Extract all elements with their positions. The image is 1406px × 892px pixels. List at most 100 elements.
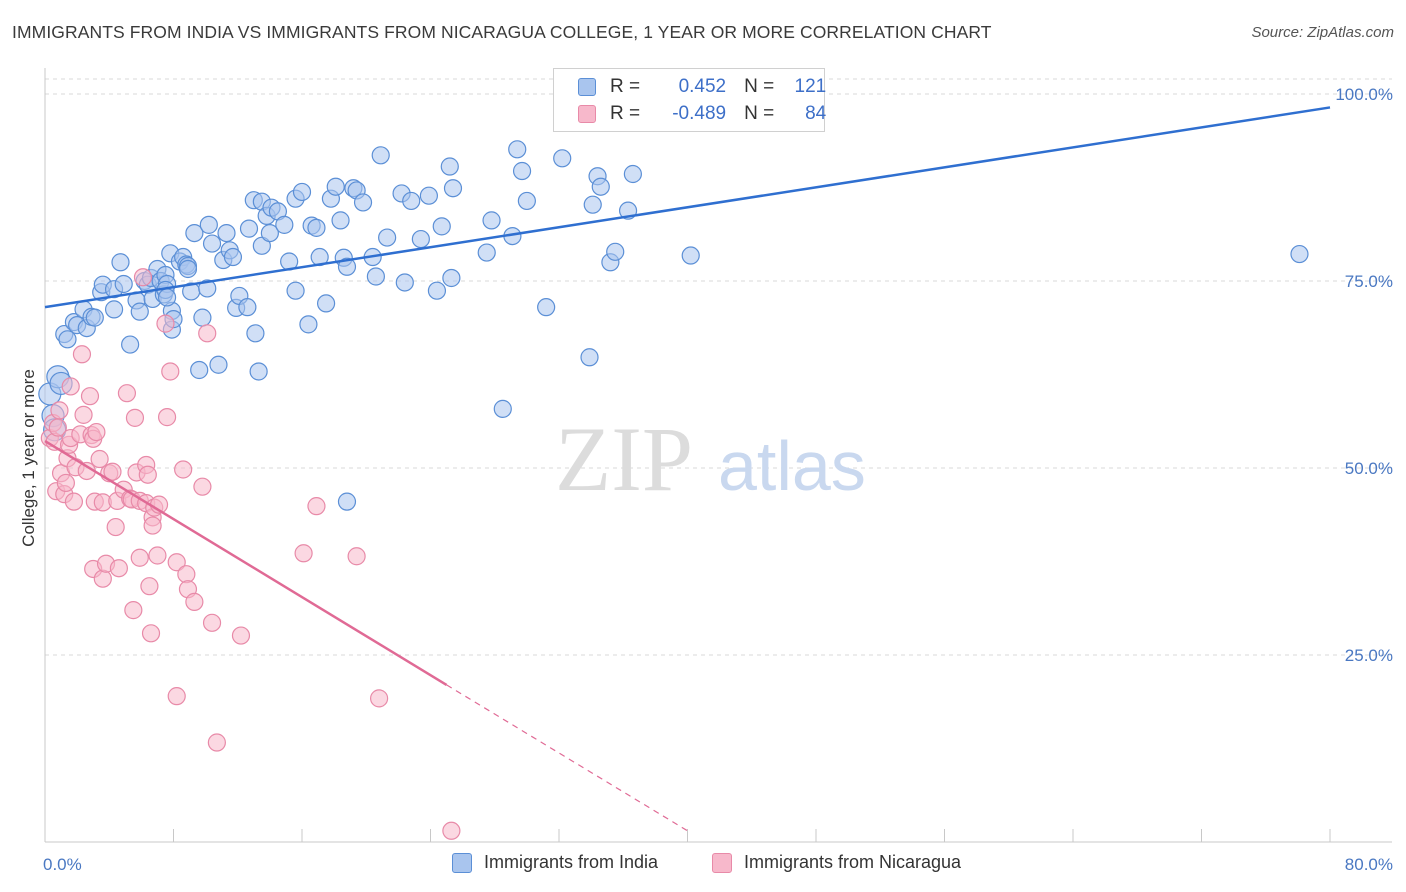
- nicaragua-point: [347, 547, 366, 566]
- india-point: [366, 267, 385, 286]
- india-point: [477, 243, 496, 262]
- legend-nicaragua-n-value: 84: [805, 103, 827, 124]
- nicaragua-point: [370, 689, 389, 708]
- india-point: [223, 247, 243, 267]
- nicaragua-point: [93, 569, 112, 588]
- india-point: [353, 193, 373, 212]
- india-point: [286, 281, 305, 300]
- nicaragua-point: [64, 492, 84, 511]
- india-point: [260, 223, 279, 243]
- series-legend: Immigrants from India Immigrants from Ni…: [0, 852, 1406, 878]
- nicaragua-point: [109, 559, 128, 578]
- india-trend-line: [44, 106, 1331, 309]
- india-point: [190, 360, 209, 380]
- nicaragua-trend-line: [44, 439, 448, 686]
- india-point: [331, 211, 350, 230]
- y-tick-label: 75.0%: [1345, 272, 1393, 291]
- india-point: [249, 362, 268, 381]
- series-legend-nicaragua[interactable]: Immigrants from Nicaragua: [712, 852, 961, 873]
- nicaragua-point: [167, 687, 186, 706]
- india-point: [432, 217, 451, 236]
- legend-india-n-label: N =: [744, 76, 775, 97]
- india-point: [583, 195, 602, 214]
- y-tick-label: 50.0%: [1345, 459, 1393, 478]
- nicaragua-point: [202, 613, 222, 632]
- india-point: [199, 215, 218, 234]
- india-point: [58, 330, 77, 349]
- india-point: [402, 191, 421, 211]
- nicaragua-point: [80, 387, 100, 406]
- y-axis-title: College, 1 year or more: [19, 369, 38, 547]
- nicaragua-point: [117, 384, 137, 403]
- watermark: ZIP atlas: [555, 408, 866, 510]
- legend-swatch-nicaragua: [578, 105, 596, 123]
- series-label-india: Immigrants from India: [484, 852, 659, 872]
- india-point: [121, 335, 140, 354]
- nicaragua-point: [74, 405, 93, 424]
- y-tick-label: 25.0%: [1345, 646, 1393, 665]
- nicaragua-point: [174, 460, 193, 479]
- india-point: [157, 288, 177, 307]
- india-point: [419, 186, 438, 205]
- india-point: [623, 164, 642, 184]
- x-tick-label-max: 80.0%: [1345, 855, 1393, 874]
- india-point: [512, 161, 532, 181]
- nicaragua-point: [177, 565, 196, 584]
- series-legend-india[interactable]: Immigrants from India: [452, 852, 658, 873]
- india-point: [337, 492, 357, 511]
- series-swatch-nicaragua: [712, 852, 732, 873]
- nicaragua-point: [167, 553, 186, 572]
- india-point: [292, 182, 312, 202]
- india-point: [307, 218, 326, 237]
- legend-india-n-value: 121: [794, 76, 827, 97]
- india-point: [85, 308, 104, 327]
- india-point: [209, 355, 228, 374]
- nicaragua-point: [56, 473, 75, 493]
- nicaragua-point: [90, 449, 109, 469]
- nicaragua-trend-extension: [446, 684, 688, 832]
- nicaragua-point: [442, 821, 461, 840]
- nicaragua-point: [140, 577, 159, 596]
- india-point: [482, 211, 501, 230]
- india-point: [114, 274, 133, 294]
- india-point: [326, 177, 345, 196]
- india-point: [395, 273, 414, 292]
- india-point: [198, 279, 217, 298]
- data-points: [38, 140, 1309, 840]
- nicaragua-point: [143, 516, 162, 535]
- nicaragua-point: [125, 408, 145, 427]
- nicaragua-point: [161, 362, 180, 381]
- nicaragua-point: [141, 624, 161, 643]
- legend-swatch-india: [578, 78, 596, 96]
- legend-row-nicaragua: R = -0.489 N = 84: [578, 102, 826, 126]
- nicaragua-point: [72, 345, 92, 364]
- nicaragua-point: [61, 377, 80, 396]
- india-point: [111, 253, 130, 272]
- nicaragua-point: [157, 408, 177, 427]
- india-point: [443, 179, 463, 198]
- india-point: [316, 294, 336, 313]
- nicaragua-point: [207, 733, 226, 752]
- legend-row-india: R = 0.452 N = 121: [578, 75, 826, 99]
- india-point: [508, 140, 527, 159]
- india-point: [337, 257, 357, 276]
- nicaragua-point: [156, 314, 175, 333]
- trend-lines: [44, 106, 1331, 832]
- india-point: [239, 219, 259, 238]
- india-point: [202, 234, 222, 253]
- nicaragua-point: [185, 592, 204, 611]
- india-point: [130, 302, 149, 321]
- india-point: [493, 399, 512, 418]
- india-point: [606, 242, 625, 261]
- india-point: [580, 348, 599, 367]
- india-point: [681, 246, 700, 265]
- india-point: [411, 229, 430, 249]
- tick-labels: 25.0% 50.0% 75.0% 100.0% 0.0% 80.0% College, 1…: [19, 85, 1393, 874]
- x-tick-label-min: 0.0%: [43, 855, 82, 874]
- india-point: [104, 300, 124, 319]
- nicaragua-point: [138, 465, 157, 484]
- legend-nicaragua-r-label: R =: [610, 103, 641, 124]
- india-point: [427, 281, 447, 300]
- india-point: [591, 177, 610, 196]
